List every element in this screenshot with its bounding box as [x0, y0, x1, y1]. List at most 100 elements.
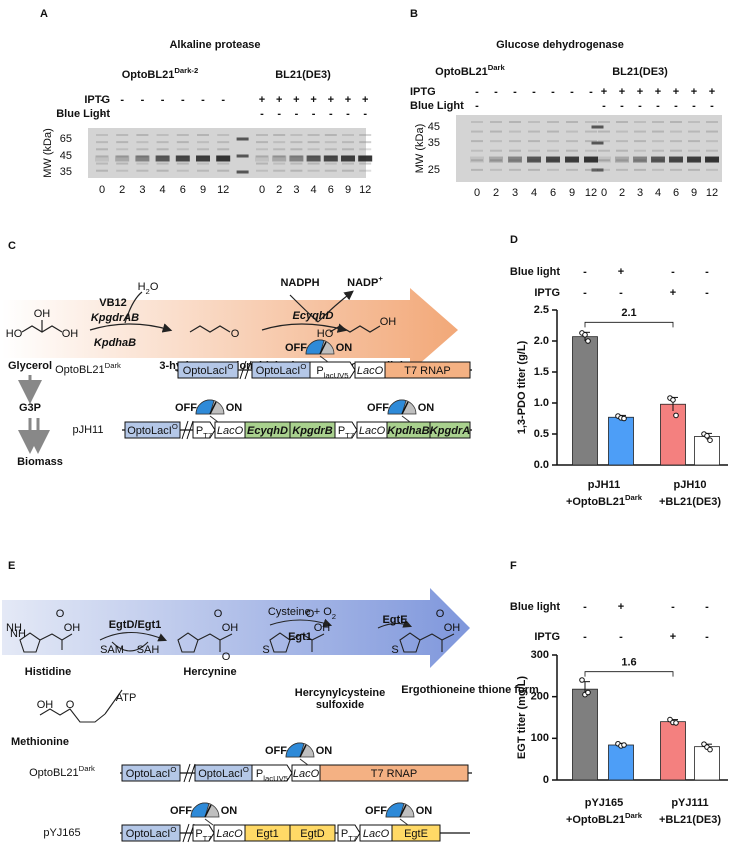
gel-band	[136, 134, 149, 136]
atom-label: OH	[62, 328, 79, 340]
promoter	[309, 361, 356, 379]
bar	[694, 746, 720, 781]
y-tick-label: 0.0	[534, 459, 549, 471]
panel-letter: F	[510, 560, 517, 572]
target-band	[115, 155, 130, 162]
mw-label: 35	[60, 166, 72, 178]
gene-part	[121, 764, 181, 782]
group-label: pJH11	[588, 479, 620, 491]
pathway-arrow	[2, 288, 458, 372]
pathway-label: Hercynylcysteine	[295, 687, 386, 699]
target-band	[470, 156, 484, 163]
strain-label: OptoBL21Dark-2	[122, 66, 199, 81]
part-label: OptoLacIO	[198, 765, 249, 780]
gel-band	[217, 141, 230, 144]
part-label-part: P	[341, 828, 348, 840]
pathway-label: KpgdrAB	[91, 312, 139, 324]
lane-label: 3	[293, 184, 299, 196]
gel-band	[96, 155, 108, 158]
lane-label: 12	[359, 184, 371, 196]
gel-band	[136, 169, 149, 172]
lane-label: 4	[311, 184, 317, 196]
gel-band	[528, 149, 540, 152]
gel-band	[509, 121, 521, 123]
light-sign: -	[295, 108, 299, 120]
dial-blue	[385, 802, 405, 818]
bar	[660, 721, 686, 781]
target-band	[95, 155, 109, 162]
part-label: T7 RNAP	[404, 365, 450, 377]
construct-name-part: OptoBL21	[29, 767, 79, 779]
dial-off: OFF	[365, 805, 387, 817]
gel-band	[256, 155, 268, 158]
comparison-bracket	[584, 671, 674, 677]
dial-pointer	[209, 415, 219, 423]
condition-sign: -	[583, 266, 587, 278]
target-band	[255, 155, 269, 162]
gel-band	[566, 149, 578, 152]
part-label: PT7	[195, 828, 211, 843]
part-label: EgtD	[300, 828, 325, 840]
gel-band	[490, 168, 502, 171]
gel-band	[547, 140, 559, 143]
gel-band	[706, 121, 718, 123]
gel-band	[547, 168, 559, 171]
dial-pointer	[401, 415, 411, 423]
gel-band	[136, 148, 149, 151]
gel-band	[290, 162, 303, 165]
condition-sign: -	[671, 266, 675, 278]
gel-band	[509, 149, 521, 152]
condition-sign: -	[583, 287, 587, 299]
part-label: EgtE	[404, 828, 428, 840]
part-label-part: T7	[203, 834, 212, 843]
target-band	[175, 155, 190, 162]
gel-band	[197, 162, 209, 165]
mw-label: 45	[428, 121, 440, 133]
data-point	[621, 742, 627, 748]
gel-band	[256, 148, 268, 151]
gel-band	[176, 134, 189, 136]
gel-band	[598, 121, 610, 123]
dial-off: OFF	[170, 805, 192, 817]
atom-label: OH	[380, 316, 397, 328]
mw-label: 65	[60, 133, 72, 145]
iptg-sign: -	[201, 94, 205, 106]
gel-band	[342, 162, 354, 165]
part-label-part: O	[243, 765, 249, 774]
pathway-label: Biomass	[17, 456, 63, 468]
atom-label: NH	[6, 622, 22, 634]
row-label: Blue Light	[56, 108, 110, 120]
lane-label: 3	[637, 187, 643, 199]
gel	[88, 128, 366, 178]
dial-off: OFF	[265, 745, 287, 757]
gel-title: Glucose dehydrogenase	[496, 39, 624, 51]
part-label-part: OptoLacI	[126, 768, 171, 780]
iptg-sign: +	[259, 94, 265, 106]
iptg-sign: -	[513, 86, 517, 98]
gel-band	[156, 169, 169, 172]
lane-label: 3	[139, 184, 145, 196]
construct-name-part: Dark	[79, 764, 95, 773]
promoter	[334, 421, 358, 439]
gel-band	[116, 148, 129, 151]
condition-sign: -	[705, 287, 709, 299]
gel-band	[116, 155, 129, 158]
part-label: OptoLacIO	[183, 362, 234, 377]
iptg-sign: +	[310, 94, 316, 106]
data-point	[704, 433, 710, 439]
target-band	[705, 156, 719, 163]
atom-label: OH	[34, 308, 51, 320]
gel-band	[324, 141, 337, 144]
gel-band	[96, 169, 108, 172]
pathway-label: Hercynine	[183, 666, 236, 678]
gel-band	[290, 148, 303, 151]
gel-ylabel: MW (kDa)	[414, 124, 426, 174]
dial-off: OFF	[175, 402, 197, 414]
break-mark	[182, 823, 190, 843]
target-band	[155, 155, 170, 162]
pathway-label-part: +	[378, 274, 383, 283]
iptg-sign: -	[589, 86, 593, 98]
condition-sign: +	[618, 601, 624, 613]
pathway-label: G3P	[19, 402, 41, 414]
part-label-part: OptoLacI	[198, 768, 243, 780]
